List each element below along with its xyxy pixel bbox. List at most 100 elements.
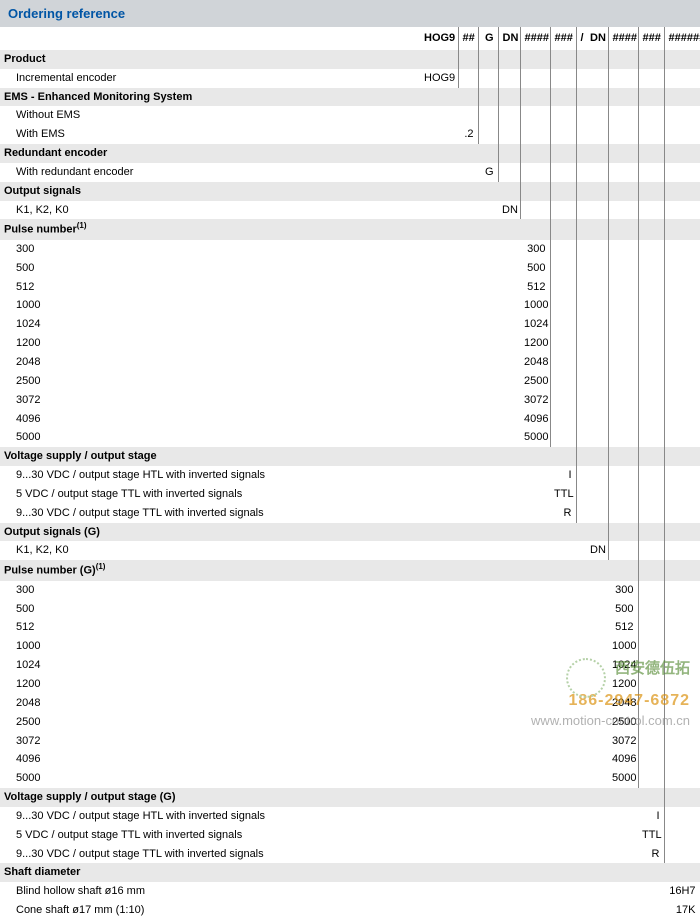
row-cell bbox=[478, 882, 498, 901]
row-cell bbox=[586, 201, 608, 220]
row-cell bbox=[586, 163, 608, 182]
row-cell bbox=[608, 106, 638, 125]
row-value: 300 bbox=[608, 581, 638, 600]
row-cell bbox=[498, 353, 520, 372]
section-cell bbox=[576, 863, 586, 882]
data-row: 10001000 bbox=[0, 296, 700, 315]
row-cell bbox=[608, 125, 638, 144]
row-cell bbox=[550, 656, 576, 675]
row-cell bbox=[664, 656, 700, 675]
row-cell bbox=[664, 125, 700, 144]
row-cell bbox=[576, 240, 586, 259]
row-cell bbox=[458, 485, 478, 504]
row-cell bbox=[498, 315, 520, 334]
row-cell bbox=[498, 69, 520, 88]
row-cell bbox=[498, 125, 520, 144]
row-value: 1000 bbox=[520, 296, 550, 315]
row-label: With redundant encoder bbox=[0, 163, 420, 182]
row-cell bbox=[478, 713, 498, 732]
row-cell bbox=[638, 334, 664, 353]
section-row: Pulse number (G)(1) bbox=[0, 560, 700, 581]
data-row: 30723072 bbox=[0, 732, 700, 751]
row-cell bbox=[664, 732, 700, 751]
row-cell bbox=[638, 618, 664, 637]
section-cell bbox=[664, 560, 700, 581]
row-cell bbox=[586, 675, 608, 694]
row-cell bbox=[550, 410, 576, 429]
row-cell bbox=[478, 106, 498, 125]
row-cell bbox=[576, 125, 586, 144]
section-title: Pulse number(1) bbox=[0, 219, 420, 240]
data-row: 500500 bbox=[0, 600, 700, 619]
row-cell bbox=[586, 882, 608, 901]
section-cell bbox=[586, 523, 608, 542]
row-cell bbox=[420, 353, 458, 372]
section-cell bbox=[420, 182, 458, 201]
row-cell bbox=[478, 391, 498, 410]
section-row: Output signals bbox=[0, 182, 700, 201]
row-cell bbox=[664, 163, 700, 182]
row-cell bbox=[498, 826, 520, 845]
section-cell bbox=[638, 447, 664, 466]
row-label: 2048 bbox=[0, 694, 420, 713]
header-col: ###### bbox=[664, 27, 700, 50]
row-cell bbox=[576, 882, 586, 901]
header-col: ## bbox=[458, 27, 478, 50]
row-cell bbox=[576, 600, 586, 619]
row-cell bbox=[550, 618, 576, 637]
row-cell bbox=[576, 334, 586, 353]
row-cell bbox=[638, 296, 664, 315]
section-cell bbox=[520, 560, 550, 581]
row-label: Cone shaft ø17 mm (1:10) bbox=[0, 901, 420, 920]
row-cell bbox=[638, 656, 664, 675]
row-cell bbox=[608, 826, 638, 845]
row-cell bbox=[586, 315, 608, 334]
row-cell bbox=[550, 334, 576, 353]
row-cell bbox=[608, 541, 638, 560]
data-row: 25002500 bbox=[0, 713, 700, 732]
row-cell bbox=[478, 694, 498, 713]
row-cell bbox=[638, 278, 664, 297]
row-cell bbox=[664, 485, 700, 504]
row-cell bbox=[638, 504, 664, 523]
row-cell bbox=[638, 769, 664, 788]
section-cell bbox=[420, 447, 458, 466]
row-cell bbox=[638, 882, 664, 901]
row-cell bbox=[478, 656, 498, 675]
row-cell bbox=[586, 353, 608, 372]
row-cell bbox=[576, 675, 586, 694]
section-cell bbox=[638, 182, 664, 201]
data-row: K1, K2, K0DN bbox=[0, 201, 700, 220]
data-row: 9...30 VDC / output stage HTL with inver… bbox=[0, 807, 700, 826]
row-cell bbox=[478, 69, 498, 88]
row-cell bbox=[420, 694, 458, 713]
row-cell bbox=[576, 826, 586, 845]
row-cell bbox=[664, 106, 700, 125]
section-cell bbox=[458, 182, 478, 201]
section-cell bbox=[420, 219, 458, 240]
header-label-spacer bbox=[0, 27, 420, 50]
row-cell bbox=[638, 410, 664, 429]
header-col: DN bbox=[498, 27, 520, 50]
row-cell bbox=[550, 732, 576, 751]
section-cell bbox=[520, 144, 550, 163]
row-cell bbox=[550, 845, 576, 864]
row-cell bbox=[550, 353, 576, 372]
row-cell bbox=[664, 296, 700, 315]
row-cell bbox=[608, 882, 638, 901]
row-cell bbox=[586, 485, 608, 504]
row-cell bbox=[638, 713, 664, 732]
row-cell bbox=[576, 466, 586, 485]
row-cell bbox=[458, 541, 478, 560]
row-label: 1024 bbox=[0, 315, 420, 334]
row-cell bbox=[458, 882, 478, 901]
row-cell bbox=[458, 769, 478, 788]
section-cell bbox=[478, 182, 498, 201]
row-cell bbox=[586, 278, 608, 297]
row-cell bbox=[550, 125, 576, 144]
row-value: I bbox=[638, 807, 664, 826]
row-value: HOG9 bbox=[420, 69, 458, 88]
row-cell bbox=[576, 259, 586, 278]
row-cell bbox=[638, 466, 664, 485]
section-row: Product bbox=[0, 50, 700, 69]
